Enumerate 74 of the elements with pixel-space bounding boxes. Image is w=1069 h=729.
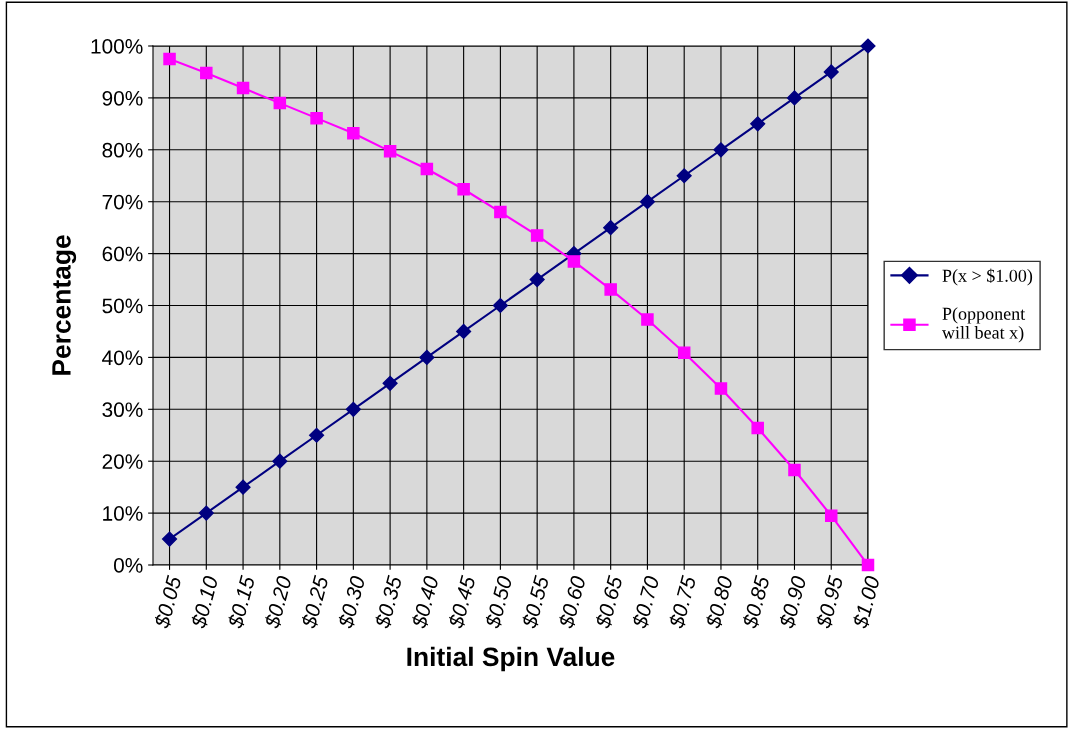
point: [310, 111, 323, 125]
point: [823, 64, 839, 80]
point: [347, 126, 360, 140]
x-tick-label: $0.80: [704, 574, 735, 630]
point: [494, 205, 507, 219]
x-tick-label: $0.65: [594, 574, 625, 630]
point: [198, 505, 214, 521]
x-tick-label: $0.50: [483, 574, 514, 630]
point: [273, 96, 287, 110]
point: [677, 346, 691, 359]
y-tick-label: 60%: [102, 246, 143, 262]
y-tick-label: 80%: [102, 142, 143, 158]
y-tick-label: 90%: [102, 90, 143, 106]
x-tick-label: $0.20: [263, 574, 294, 630]
y-tick-label: 30%: [102, 402, 143, 418]
point: [641, 313, 654, 326]
x-tick-label: $0.45: [447, 574, 477, 630]
point: [530, 229, 544, 242]
point: [235, 479, 251, 495]
point: [163, 52, 176, 66]
x-tick-label: $0.95: [814, 574, 845, 630]
y-tick-label: 100%: [91, 39, 143, 54]
point: [603, 220, 619, 236]
x-tick-label: $0.85: [741, 574, 772, 630]
point: [236, 81, 250, 95]
x-tick-label: $1.00: [851, 574, 882, 630]
point: [751, 421, 764, 435]
x-tick-label: $0.75: [667, 574, 698, 630]
x-tick-label: $0.10: [189, 574, 220, 630]
point: [161, 531, 178, 547]
x-tick-label: $0.25: [300, 574, 330, 630]
y-tick-label: 20%: [102, 454, 143, 469]
point: [604, 283, 617, 296]
x-tick-label: $0.40: [410, 574, 441, 630]
point: [676, 168, 692, 184]
point: [750, 116, 766, 132]
point: [457, 182, 470, 196]
point: [567, 255, 581, 268]
y-tick-label: 70%: [102, 194, 143, 210]
x-axis-title: Initial Spin Value: [407, 646, 615, 672]
y-axis-title: Percentage: [52, 235, 77, 375]
y-tick-label: 40%: [102, 350, 143, 366]
x-tick-label: $0.60: [557, 574, 588, 630]
point: [420, 162, 434, 176]
point: [419, 349, 435, 365]
y-tick-label: 50%: [102, 298, 143, 314]
point: [713, 142, 729, 158]
legend-label: P(opponent will beat x): [941, 307, 1026, 343]
point: [529, 271, 545, 288]
point: [824, 509, 838, 522]
point: [788, 463, 801, 477]
legend-label: P(x > $1.00): [942, 268, 1033, 286]
point: [345, 401, 361, 417]
point: [492, 297, 508, 314]
y-tick-label: 10%: [103, 506, 143, 521]
y-tick-label: 0%: [113, 558, 143, 573]
point: [786, 90, 803, 106]
x-tick-label: $0.55: [520, 574, 551, 630]
x-tick-label: $0.30: [336, 574, 367, 630]
point: [639, 194, 656, 210]
x-tick-label: $0.70: [630, 574, 661, 630]
point: [860, 38, 876, 54]
point: [309, 427, 325, 443]
x-tick-label: $0.90: [778, 574, 808, 630]
point: [200, 66, 213, 80]
point: [861, 558, 875, 572]
x-tick-label: $0.35: [373, 574, 404, 630]
x-tick-label: $0.15: [226, 574, 257, 630]
x-tick-label: $0.05: [153, 574, 183, 630]
point: [382, 375, 398, 391]
point: [272, 453, 288, 469]
point: [456, 323, 472, 340]
point: [383, 145, 397, 158]
point: [714, 382, 728, 395]
